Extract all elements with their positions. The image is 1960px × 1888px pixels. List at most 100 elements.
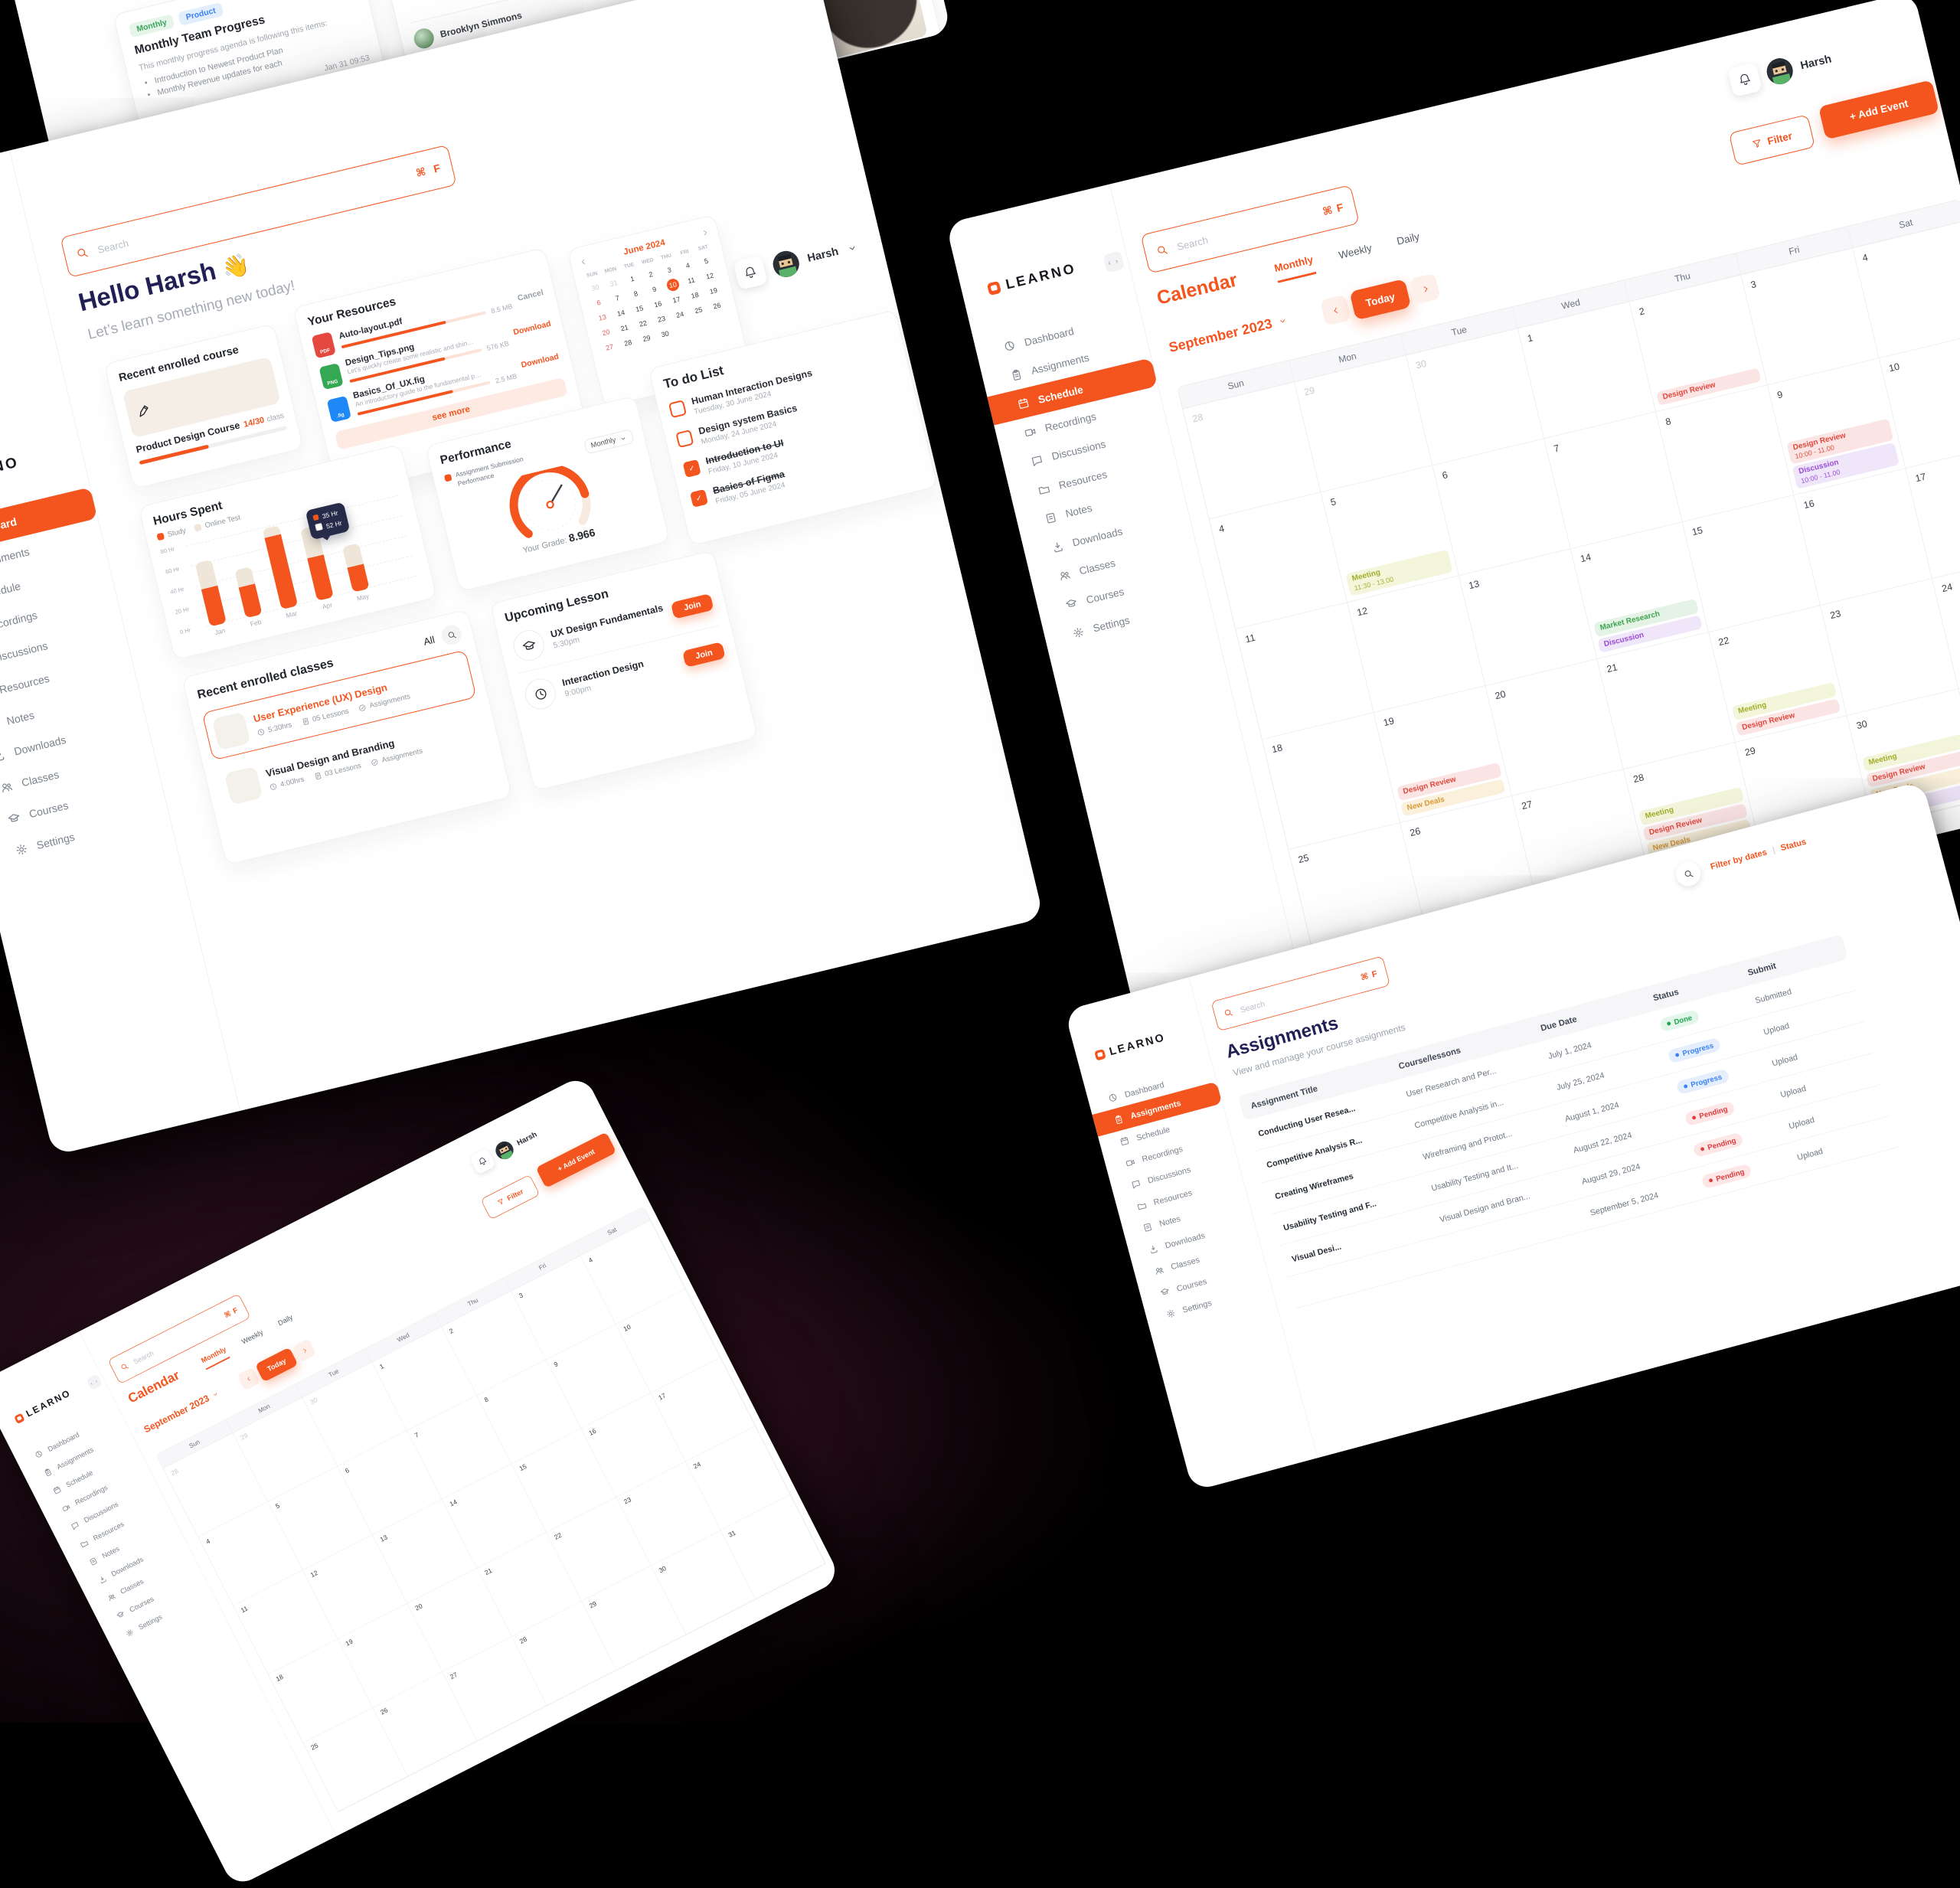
search-icon-button[interactable] bbox=[1673, 858, 1704, 889]
month-label: Feb bbox=[249, 617, 263, 629]
filter-by-dates-link[interactable]: Filter by dates bbox=[1709, 847, 1769, 872]
notifications-button[interactable] bbox=[469, 1148, 496, 1175]
day-number: 30 bbox=[1414, 358, 1428, 371]
stacked-bar[interactable]: Mar bbox=[262, 524, 299, 619]
stacked-bar[interactable]: Feb bbox=[234, 566, 263, 628]
mini-calendar-day[interactable]: 26 bbox=[712, 301, 722, 311]
view-tab[interactable]: Monthly bbox=[200, 1345, 230, 1370]
mini-calendar-day[interactable]: 9 bbox=[652, 285, 658, 294]
search-bar[interactable]: ⌘ F bbox=[107, 1293, 251, 1385]
prev-month-icon[interactable] bbox=[578, 254, 590, 269]
view-tab[interactable]: Daily bbox=[1395, 230, 1421, 247]
mini-calendar-day[interactable]: 24 bbox=[675, 310, 685, 320]
prev-month-button[interactable] bbox=[1320, 294, 1351, 326]
mini-calendar-day[interactable]: 18 bbox=[690, 290, 700, 300]
day-number: 9 bbox=[1775, 389, 1784, 401]
notifications-button[interactable] bbox=[1727, 62, 1762, 98]
sidebar-collapse-toggle[interactable]: ‹ › bbox=[86, 1374, 103, 1391]
todo-checkbox[interactable]: ✓ bbox=[682, 459, 701, 479]
view-tab[interactable]: Weekly bbox=[1337, 242, 1374, 262]
day-number: 27 bbox=[1520, 799, 1534, 812]
notifications-button[interactable] bbox=[733, 255, 768, 290]
nav-icon bbox=[1148, 1243, 1160, 1255]
mini-calendar-day[interactable]: 25 bbox=[694, 305, 704, 315]
day-number: 30 bbox=[1855, 718, 1869, 732]
mini-calendar-day[interactable]: 30 bbox=[660, 329, 670, 339]
mini-calendar-day[interactable]: 31 bbox=[609, 279, 619, 289]
mini-calendar-day[interactable]: 10 bbox=[665, 277, 681, 292]
sidebar-item-label: Schedule bbox=[1037, 383, 1085, 406]
mini-calendar-day[interactable]: 8 bbox=[632, 289, 639, 299]
mini-calendar-day[interactable]: 27 bbox=[605, 342, 615, 352]
mini-calendar-day[interactable]: 23 bbox=[656, 314, 667, 324]
mini-calendar-day[interactable]: 2 bbox=[648, 270, 654, 279]
sidebar-item-label: Classes bbox=[20, 768, 60, 789]
mini-calendar-day[interactable]: 14 bbox=[616, 308, 626, 318]
mini-calendar-day[interactable]: 6 bbox=[596, 298, 602, 307]
mini-calendar-day[interactable]: 1 bbox=[629, 274, 635, 283]
day-number: 23 bbox=[1828, 608, 1842, 622]
status-filter-link[interactable]: Status bbox=[1779, 836, 1808, 853]
join-button[interactable]: Join bbox=[682, 642, 726, 668]
sidebar-collapse-toggle[interactable]: ‹ › bbox=[1102, 250, 1125, 273]
search-bar[interactable]: ⌘ F bbox=[1210, 955, 1390, 1032]
filter-button[interactable]: Filter bbox=[1728, 114, 1816, 166]
avatar[interactable] bbox=[492, 1138, 517, 1163]
mini-calendar-day[interactable]: 30 bbox=[590, 283, 600, 292]
mini-calendar-day[interactable]: 12 bbox=[705, 271, 715, 281]
search-icon[interactable] bbox=[439, 622, 464, 647]
view-tab[interactable]: Weekly bbox=[240, 1328, 265, 1346]
chevron-down-icon[interactable] bbox=[845, 240, 859, 256]
stacked-bar[interactable]: Jan bbox=[194, 559, 227, 636]
range-dropdown[interactable]: Monthly bbox=[583, 429, 635, 455]
sidebar-item-label: Schedule bbox=[0, 580, 22, 603]
mini-calendar-day[interactable]: 4 bbox=[684, 261, 691, 270]
mini-calendar-day[interactable]: 5 bbox=[703, 256, 710, 266]
mini-calendar-day[interactable]: 11 bbox=[687, 276, 696, 286]
stacked-bar[interactable]: May bbox=[341, 543, 370, 603]
search-bar[interactable]: ⌘ F bbox=[60, 144, 457, 278]
mini-calendar-day[interactable]: 28 bbox=[623, 338, 633, 348]
file-action[interactable]: Download bbox=[520, 351, 560, 370]
user-name[interactable]: Harsh bbox=[806, 245, 840, 265]
search-input[interactable] bbox=[1237, 974, 1357, 1015]
mini-calendar-day[interactable]: 19 bbox=[708, 286, 718, 296]
mini-calendar-day[interactable]: 15 bbox=[635, 304, 645, 314]
mini-calendar-day[interactable]: 22 bbox=[638, 318, 648, 328]
next-month-icon[interactable] bbox=[699, 225, 710, 240]
view-tab[interactable]: Monthly bbox=[1272, 253, 1317, 283]
avatar[interactable] bbox=[770, 248, 802, 280]
prev-month-button[interactable] bbox=[237, 1367, 261, 1391]
day-number: 4 bbox=[1217, 523, 1226, 535]
filter-button[interactable]: Filter bbox=[480, 1174, 541, 1220]
mini-calendar-day[interactable]: 16 bbox=[653, 299, 663, 309]
search-input[interactable] bbox=[94, 168, 410, 257]
todo-checkbox[interactable] bbox=[675, 430, 694, 449]
todo-checkbox[interactable]: ✓ bbox=[689, 488, 709, 508]
file-action[interactable]: Download bbox=[512, 318, 552, 337]
mini-calendar-day[interactable]: 3 bbox=[666, 266, 672, 275]
todo-checkbox[interactable] bbox=[668, 400, 688, 419]
add-event-button[interactable]: + Add Event bbox=[1818, 80, 1940, 140]
user-name[interactable]: Harsh bbox=[1799, 53, 1833, 73]
mini-calendar-day[interactable]: 7 bbox=[614, 294, 620, 303]
search-input[interactable] bbox=[1174, 207, 1317, 253]
join-button[interactable]: Join bbox=[671, 593, 714, 619]
month-selector[interactable]: September 2023 bbox=[1168, 312, 1290, 356]
today-button[interactable]: Today bbox=[254, 1347, 299, 1383]
mini-calendar-month[interactable]: June 2024 bbox=[622, 238, 667, 257]
mini-calendar-day[interactable]: 21 bbox=[619, 323, 629, 333]
today-button[interactable]: Today bbox=[1349, 279, 1412, 321]
mini-calendar-day[interactable]: 13 bbox=[597, 312, 607, 322]
add-event-button[interactable]: + Add Event bbox=[535, 1132, 617, 1188]
mini-calendar-day[interactable]: 17 bbox=[671, 295, 681, 305]
avatar[interactable] bbox=[1764, 55, 1796, 87]
user-name[interactable]: Harsh bbox=[515, 1130, 539, 1148]
view-tab[interactable]: Daily bbox=[276, 1313, 295, 1328]
mini-calendar-day[interactable]: 29 bbox=[642, 334, 652, 344]
filter-all[interactable]: All bbox=[422, 633, 436, 648]
mini-calendar-day[interactable]: 20 bbox=[601, 328, 611, 338]
next-month-button[interactable] bbox=[292, 1338, 317, 1363]
next-month-button[interactable] bbox=[1409, 273, 1441, 305]
file-action[interactable]: Cancel bbox=[516, 288, 545, 303]
